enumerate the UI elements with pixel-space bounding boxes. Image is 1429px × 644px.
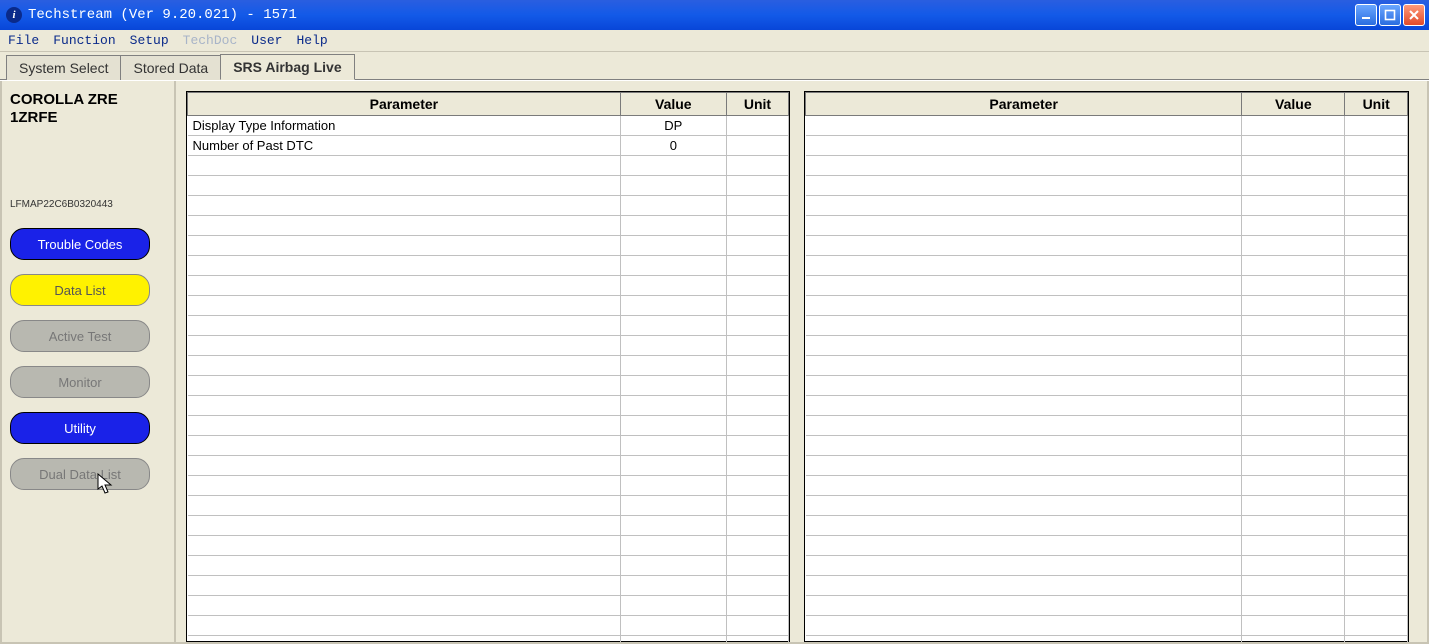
table-row-empty	[806, 156, 1408, 176]
menu-file[interactable]: File	[8, 33, 39, 48]
table-row-empty	[188, 596, 789, 616]
table-row-empty	[806, 136, 1408, 156]
menu-techdoc: TechDoc	[183, 33, 238, 48]
table-row-empty	[806, 576, 1408, 596]
sidebar-btn-active-test: Active Test	[10, 320, 150, 352]
table-row-empty	[806, 536, 1408, 556]
window-controls	[1355, 4, 1425, 26]
menu-setup[interactable]: Setup	[130, 33, 169, 48]
cell-parameter: Number of Past DTC	[188, 136, 621, 156]
cell-unit	[726, 116, 788, 136]
table-row-empty	[188, 316, 789, 336]
table-row-empty	[806, 376, 1408, 396]
table-row-empty	[188, 396, 789, 416]
table-row-empty	[188, 176, 789, 196]
table-row-empty	[188, 356, 789, 376]
table-row-empty	[806, 296, 1408, 316]
sidebar-btn-dual-data-list: Dual Data List	[10, 458, 150, 490]
table-row-empty	[806, 456, 1408, 476]
table-row-empty	[806, 216, 1408, 236]
sidebar: COROLLA ZRE 1ZRFE LFMAP22C6B0320443 Trou…	[0, 81, 176, 644]
table-row-empty	[806, 396, 1408, 416]
tab-bar: System SelectStored DataSRS Airbag Live	[0, 52, 1429, 80]
menu-help[interactable]: Help	[296, 33, 327, 48]
table-row-empty	[188, 296, 789, 316]
table-row-empty	[188, 236, 789, 256]
tab-srs-airbag-live[interactable]: SRS Airbag Live	[220, 54, 354, 80]
table-row-empty	[188, 616, 789, 636]
window-titlebar: i Techstream (Ver 9.20.021) - 1571	[0, 0, 1429, 30]
table-row[interactable]: Display Type InformationDP	[188, 116, 789, 136]
col-header-parameter[interactable]: Parameter	[188, 93, 621, 116]
menu-bar: File Function Setup TechDoc User Help	[0, 30, 1429, 52]
table-row-empty	[806, 416, 1408, 436]
app-icon: i	[6, 7, 22, 23]
cell-unit	[726, 136, 788, 156]
content-area: COROLLA ZRE 1ZRFE LFMAP22C6B0320443 Trou…	[0, 80, 1429, 644]
table-row-empty	[806, 636, 1408, 644]
sidebar-btn-monitor: Monitor	[10, 366, 150, 398]
col-header-unit[interactable]: Unit	[1345, 93, 1408, 116]
table-row-empty	[188, 516, 789, 536]
table-row-empty	[188, 156, 789, 176]
sidebar-btn-trouble-codes[interactable]: Trouble Codes	[10, 228, 150, 260]
table-row-empty	[806, 556, 1408, 576]
cell-value: DP	[620, 116, 726, 136]
table-row-empty	[806, 256, 1408, 276]
table-row-empty	[188, 416, 789, 436]
col-header-parameter[interactable]: Parameter	[806, 93, 1242, 116]
data-table-right: ParameterValueUnit	[804, 91, 1409, 642]
table-row-empty	[188, 576, 789, 596]
close-button[interactable]	[1403, 4, 1425, 26]
table-row-empty	[188, 636, 789, 644]
table-row-empty	[806, 196, 1408, 216]
col-header-value[interactable]: Value	[1242, 93, 1345, 116]
col-header-value[interactable]: Value	[620, 93, 726, 116]
window-title: Techstream (Ver 9.20.021) - 1571	[28, 7, 1355, 23]
table-row-empty	[188, 196, 789, 216]
table-row-empty	[188, 476, 789, 496]
cell-parameter: Display Type Information	[188, 116, 621, 136]
table-row-empty	[188, 556, 789, 576]
cell-value: 0	[620, 136, 726, 156]
table-row-empty	[188, 276, 789, 296]
maximize-button[interactable]	[1379, 4, 1401, 26]
table-row-empty	[188, 456, 789, 476]
table-row-empty	[806, 116, 1408, 136]
table-row-empty	[806, 476, 1408, 496]
table-row-empty	[188, 436, 789, 456]
table-row-empty	[188, 496, 789, 516]
table-row-empty	[806, 436, 1408, 456]
table-row-empty	[806, 336, 1408, 356]
table-row[interactable]: Number of Past DTC0	[188, 136, 789, 156]
sidebar-btn-data-list[interactable]: Data List	[10, 274, 150, 306]
table-row-empty	[806, 236, 1408, 256]
main-panel: ParameterValueUnitDisplay Type Informati…	[176, 81, 1429, 644]
col-header-unit[interactable]: Unit	[726, 93, 788, 116]
table-row-empty	[188, 216, 789, 236]
table-row-empty	[806, 596, 1408, 616]
menu-user[interactable]: User	[251, 33, 282, 48]
table-row-empty	[806, 516, 1408, 536]
vehicle-name: COROLLA ZRE 1ZRFE	[10, 91, 166, 127]
table-row-empty	[806, 176, 1408, 196]
table-row-empty	[806, 276, 1408, 296]
table-row-empty	[806, 356, 1408, 376]
sidebar-btn-utility[interactable]: Utility	[10, 412, 150, 444]
menu-function[interactable]: Function	[53, 33, 115, 48]
table-row-empty	[188, 336, 789, 356]
tab-system-select[interactable]: System Select	[6, 55, 121, 80]
tab-stored-data[interactable]: Stored Data	[120, 55, 221, 80]
minimize-button[interactable]	[1355, 4, 1377, 26]
vin-label: LFMAP22C6B0320443	[10, 199, 166, 210]
table-row-empty	[188, 536, 789, 556]
table-row-empty	[188, 376, 789, 396]
table-row-empty	[188, 256, 789, 276]
table-row-empty	[806, 316, 1408, 336]
data-table-left: ParameterValueUnitDisplay Type Informati…	[186, 91, 790, 642]
table-row-empty	[806, 616, 1408, 636]
table-row-empty	[806, 496, 1408, 516]
